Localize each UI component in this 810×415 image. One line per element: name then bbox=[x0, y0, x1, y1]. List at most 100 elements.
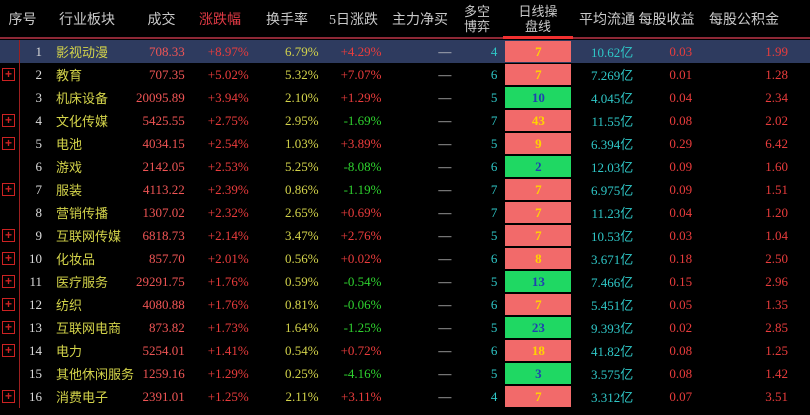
expand-plus-icon[interactable]: + bbox=[2, 114, 15, 127]
table-row[interactable]: +16 消费电子 2391.01 +1.25% 2.11% +3.11% — 4 7 3.312亿… bbox=[0, 385, 810, 408]
table-row[interactable]: +12 纺织 4080.88 +1.76% 0.81% -0.06% — 6 7 5.451亿 0.… bbox=[0, 293, 810, 316]
col-header-reserve[interactable]: 每股公积金 bbox=[709, 12, 779, 28]
col-header-main-net-buy[interactable]: 主力净买 bbox=[392, 12, 448, 28]
row-index: 2 bbox=[35, 66, 42, 82]
expand-plus-icon[interactable]: + bbox=[2, 321, 15, 334]
avg-float-value: 7.466亿 bbox=[590, 275, 634, 290]
table-row[interactable]: +10 化妆品 857.70 +2.01% 0.56% +0.02% — 6 8 3.671亿 0.… bbox=[0, 247, 810, 270]
table-row[interactable]: 8 营销传播 1307.02 +2.32% 2.65% +0.69% — 7 7 11.23亿 0.… bbox=[0, 201, 810, 224]
main-net-buy-value: — bbox=[438, 112, 452, 128]
change-pct-value: +3.94% bbox=[207, 89, 249, 105]
col-header-bull-bear[interactable]: 多空 博弈 bbox=[455, 4, 499, 34]
avg-float-value: 3.575亿 bbox=[590, 367, 634, 382]
reserve-per-share-value: 1.42 bbox=[765, 365, 789, 381]
avg-float-value: 5.451亿 bbox=[590, 298, 634, 313]
table-row[interactable]: +5 电池 4034.15 +2.54% 1.03% +3.89% —5 9 6.394亿 0.2… bbox=[0, 132, 810, 155]
volume-value: 2142.05 bbox=[142, 158, 185, 174]
bull-bear-value: 6 bbox=[490, 342, 498, 358]
row-index: 14 bbox=[28, 342, 42, 358]
row-index: 12 bbox=[28, 296, 42, 312]
bull-bear-value: 5 bbox=[490, 273, 498, 289]
change-pct-value: +1.76% bbox=[207, 273, 249, 289]
col-header-seq[interactable]: 序号 bbox=[8, 12, 37, 28]
sector-name[interactable]: 电力 bbox=[55, 344, 82, 359]
table-row[interactable]: +14 电力 5254.01 +1.41% 0.54% +0.72% — 6 18 41.82亿 0… bbox=[0, 339, 810, 362]
sector-name[interactable]: 电池 bbox=[55, 137, 82, 152]
table-row[interactable]: +2 教育 707.35 +5.02% 5.32% +7.07% — 6 7 7.269亿 0.01… bbox=[0, 63, 810, 86]
change-5d-value: +3.89% bbox=[340, 135, 382, 151]
expand-column: + bbox=[0, 293, 20, 316]
main-net-buy-value: — bbox=[438, 342, 452, 358]
expand-plus-icon[interactable]: + bbox=[2, 298, 15, 311]
table-row[interactable]: +7 服装 4113.22 +2.39% 0.86% -1.19% —7 7 6.975亿 0.0… bbox=[0, 178, 810, 201]
expand-plus-icon[interactable]: + bbox=[2, 275, 15, 288]
col-header-change-pct[interactable]: 涨跌幅 bbox=[199, 12, 241, 28]
expand-plus-icon[interactable]: + bbox=[2, 252, 15, 265]
change-5d-value: +0.69% bbox=[340, 204, 382, 220]
change-5d-value: -1.69% bbox=[343, 112, 382, 128]
change-pct-value: +1.73% bbox=[207, 319, 249, 335]
avg-float-value: 10.53亿 bbox=[590, 229, 634, 244]
sector-name[interactable]: 文化传媒 bbox=[55, 114, 108, 129]
reserve-per-share-value: 1.20 bbox=[765, 204, 789, 220]
table-row[interactable]: +13 互联网电商 873.82 +1.73% 1.64% -1.25% — 5 23 9.393… bbox=[0, 316, 810, 339]
daily-line-cell: 10 bbox=[505, 87, 572, 108]
main-net-buy-value: — bbox=[438, 365, 452, 381]
sector-name[interactable]: 教育 bbox=[55, 68, 82, 83]
daily-line-column: 8 bbox=[499, 247, 577, 270]
expand-plus-icon[interactable]: + bbox=[2, 68, 15, 81]
sector-name[interactable]: 其他休闲服务 bbox=[55, 367, 134, 382]
daily-line-cell: 18 bbox=[505, 340, 572, 361]
row-index: 7 bbox=[35, 181, 42, 197]
table-row[interactable]: 6 游戏 2142.05 +2.53% 5.25% -8.08% —6 2 12.03亿 0.09… bbox=[0, 155, 810, 178]
sector-name[interactable]: 影视动漫 bbox=[55, 45, 108, 60]
sector-name[interactable]: 游戏 bbox=[55, 160, 82, 175]
table-row[interactable]: 3 机床设备 20095.89 +3.94% 2.10% +1.29% — 5 10 4.045亿… bbox=[0, 86, 810, 109]
volume-value: 707.35 bbox=[149, 66, 185, 82]
expand-plus-icon[interactable]: + bbox=[2, 344, 15, 357]
sector-name[interactable]: 互联网传媒 bbox=[55, 229, 121, 244]
expand-plus-icon[interactable]: + bbox=[2, 229, 15, 242]
sector-name[interactable]: 纺织 bbox=[55, 298, 82, 313]
sector-name[interactable]: 服装 bbox=[55, 183, 82, 198]
sector-name[interactable]: 医疗服务 bbox=[55, 275, 108, 290]
change-5d-value: +0.02% bbox=[340, 250, 382, 266]
bull-bear-value: 5 bbox=[490, 365, 498, 381]
eps-value: 0.08 bbox=[669, 112, 693, 128]
sector-name[interactable]: 消费电子 bbox=[55, 390, 108, 405]
table-row[interactable]: 1 影视动漫 708.33 +8.97% 6.79% +4.29% — 4 7 10.62亿 0.0… bbox=[0, 40, 810, 63]
table-row[interactable]: +4 文化传媒 5425.55 +2.75% 2.95% -1.69% — 7 43 11.55亿… bbox=[0, 109, 810, 132]
daily-line-cell: 8 bbox=[505, 248, 572, 269]
row-index: 1 bbox=[35, 43, 42, 59]
sector-name[interactable]: 机床设备 bbox=[55, 91, 108, 106]
change-pct-value: +2.54% bbox=[207, 135, 249, 151]
bull-bear-value: 7 bbox=[490, 112, 498, 128]
change-pct-value: +1.29% bbox=[207, 365, 249, 381]
sector-name[interactable]: 营销传播 bbox=[55, 206, 108, 221]
col-header-eps[interactable]: 每股收益 bbox=[638, 12, 695, 28]
bull-bear-value: 4 bbox=[490, 43, 498, 59]
daily-line-header-underline bbox=[503, 36, 573, 39]
change-pct-value: +2.39% bbox=[207, 181, 249, 197]
table-row[interactable]: +9 互联网传媒 6818.73 +2.14% 3.47% +2.76% — 5 7 10.53亿… bbox=[0, 224, 810, 247]
turnover-value: 1.03% bbox=[284, 135, 319, 151]
col-header-daily-line[interactable]: 日线操 盘线 bbox=[499, 4, 577, 34]
col-header-daily-line-line2: 盘线 bbox=[524, 18, 551, 34]
change-pct-value: +2.53% bbox=[207, 158, 249, 174]
col-header-change-5d[interactable]: 5日涨跌 bbox=[329, 12, 378, 28]
expand-plus-icon[interactable]: + bbox=[2, 183, 15, 196]
eps-value: 0.15 bbox=[669, 273, 693, 289]
col-header-sector[interactable]: 行业板块 bbox=[59, 12, 115, 28]
col-header-avg-float[interactable]: 平均流通 bbox=[579, 12, 635, 28]
col-header-turnover[interactable]: 换手率 bbox=[266, 12, 308, 28]
expand-plus-icon[interactable]: + bbox=[2, 390, 15, 403]
sector-name[interactable]: 互联网电商 bbox=[55, 321, 121, 336]
expand-plus-icon[interactable]: + bbox=[2, 137, 15, 150]
table-row[interactable]: +11 医疗服务 29291.75 +1.76% 0.59% -0.54% — 5 13 7.46… bbox=[0, 270, 810, 293]
expand-column bbox=[0, 201, 20, 224]
table-row[interactable]: 15 其他休闲服务 1259.16 +1.29% 0.25% -4.16% — 5 3 3.575… bbox=[0, 362, 810, 385]
avg-float-value: 11.55亿 bbox=[591, 114, 634, 129]
col-header-volume[interactable]: 成交 bbox=[147, 12, 176, 28]
sector-name[interactable]: 化妆品 bbox=[55, 252, 95, 267]
change-pct-value: +1.76% bbox=[207, 296, 249, 312]
